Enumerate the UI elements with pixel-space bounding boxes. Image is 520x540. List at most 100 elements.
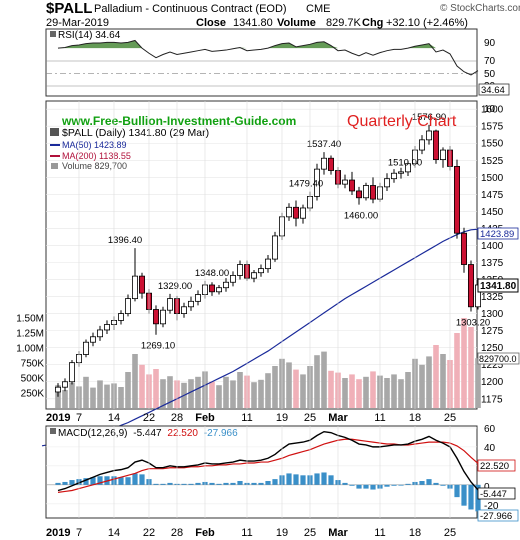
rsi-frame bbox=[45, 28, 478, 97]
volume-value: 829.7K bbox=[326, 17, 362, 29]
chart-header: $PALL Palladium - Continuous Contract (E… bbox=[46, 0, 520, 29]
symbol-title: $PALL bbox=[46, 0, 92, 17]
volume-bar bbox=[125, 372, 131, 408]
macd-histogram-bar bbox=[293, 474, 299, 485]
x-axis-label: 18 bbox=[409, 527, 421, 539]
macd-histogram-bar bbox=[188, 483, 194, 485]
volume-bar bbox=[251, 382, 257, 408]
x-axis-label: 14 bbox=[108, 412, 120, 424]
candle-body bbox=[369, 185, 376, 200]
macd-histogram-bar bbox=[83, 478, 89, 485]
macd-histogram-bar bbox=[132, 473, 138, 485]
volume-bar bbox=[314, 355, 320, 408]
macd-tick: -20 bbox=[484, 501, 499, 512]
price-annotation: 1537.40 bbox=[307, 139, 341, 150]
volume-bar bbox=[104, 384, 110, 408]
chart-title: Quarterly Chart bbox=[347, 113, 457, 130]
volume-bar bbox=[188, 379, 194, 408]
price-annotation: 1396.40 bbox=[108, 235, 142, 246]
volume-bar bbox=[90, 387, 96, 408]
ma200-legend-text: MA(200) 1138.55 bbox=[62, 151, 131, 161]
volume-bar bbox=[293, 369, 299, 408]
candle-body bbox=[460, 232, 467, 265]
macd-histogram-bar bbox=[258, 482, 264, 485]
x-axis-label: 7 bbox=[76, 527, 82, 539]
exchange-label: CME bbox=[306, 3, 330, 15]
price-tick: 1250 bbox=[481, 343, 504, 354]
x-axis-label: Feb bbox=[195, 527, 215, 539]
macd-histogram-bar bbox=[230, 482, 236, 485]
price-tick: 1475 bbox=[481, 190, 504, 201]
volume-bar bbox=[118, 387, 124, 408]
candle-body bbox=[208, 284, 215, 293]
volume-bar bbox=[398, 379, 404, 408]
macd-histogram-bar bbox=[461, 484, 467, 506]
candle-body bbox=[299, 207, 306, 219]
price-tick: 1275 bbox=[481, 326, 504, 337]
rsi-tick: 90 bbox=[484, 38, 496, 49]
price-tick: 1375 bbox=[481, 258, 504, 269]
price-tick: 1225 bbox=[481, 360, 504, 371]
volume-bar bbox=[230, 380, 236, 408]
candle-body bbox=[271, 235, 278, 260]
rsi-panel: RSI(14) 34.64 90 70 50 30 10 34.64 bbox=[45, 28, 510, 115]
x-axis-label: 18 bbox=[409, 412, 421, 424]
volume-bar bbox=[153, 369, 159, 408]
macd-histogram-bar bbox=[195, 482, 201, 485]
close-label: Close bbox=[196, 17, 226, 29]
watermark: © StockCharts.com bbox=[440, 3, 520, 14]
price-tick: 1575 bbox=[481, 122, 504, 133]
macd-histogram-bar bbox=[216, 483, 222, 485]
candle-body bbox=[152, 309, 159, 325]
macd-histogram-bar bbox=[90, 477, 96, 485]
macd-histogram-bar bbox=[419, 481, 425, 485]
x-axis-label: 2019 bbox=[46, 412, 70, 424]
candle-body bbox=[187, 300, 194, 308]
macd-histogram-bar bbox=[349, 484, 355, 486]
price-tick: 1200 bbox=[481, 377, 504, 388]
x-axis-label: 7 bbox=[76, 412, 82, 424]
volume-bar bbox=[237, 372, 243, 408]
volume-bar bbox=[461, 318, 467, 408]
candle-body bbox=[250, 272, 257, 279]
candle-body bbox=[453, 166, 460, 234]
volume-bar bbox=[209, 381, 215, 408]
macd-histogram-bar bbox=[370, 484, 376, 490]
chg-value: +32.10 (+2.46%) bbox=[386, 17, 468, 29]
volume-bar bbox=[349, 374, 355, 408]
ma50-value-tag: 1423.89 bbox=[477, 227, 519, 240]
macd-tick: 0 bbox=[484, 482, 490, 493]
macd-label-value: -5.447 bbox=[133, 428, 162, 439]
macd-histogram-bar bbox=[391, 484, 397, 486]
rsi-tick: 70 bbox=[484, 56, 496, 67]
candle-body bbox=[439, 149, 446, 161]
x-axis-label: 2019 bbox=[46, 527, 70, 539]
candle-body bbox=[327, 157, 334, 171]
candle-body bbox=[62, 381, 69, 388]
price-annotation: 1348.00 bbox=[195, 268, 229, 279]
volume-bar bbox=[286, 362, 292, 408]
x-axis-label: 22 bbox=[143, 527, 155, 539]
signal-tag-box bbox=[477, 459, 516, 472]
candle-body bbox=[362, 185, 369, 199]
candle-body bbox=[285, 206, 292, 218]
candle-body bbox=[90, 336, 97, 343]
volume-bar bbox=[132, 354, 138, 408]
volume-bar bbox=[440, 354, 446, 408]
volume-label: Volume bbox=[277, 17, 316, 29]
macd-histogram-bar bbox=[181, 483, 187, 485]
candle-body bbox=[55, 386, 62, 393]
candle-body bbox=[131, 275, 138, 300]
price-tick: 1450 bbox=[481, 207, 504, 218]
header-date: 29-Mar-2019 bbox=[46, 17, 109, 29]
hist-tag-box bbox=[477, 509, 519, 522]
candle-body bbox=[404, 163, 411, 173]
volume-bar bbox=[475, 358, 481, 408]
candle-body bbox=[257, 268, 264, 274]
x-axis-label: 19 bbox=[276, 527, 288, 539]
x-axis-label: 28 bbox=[171, 412, 183, 424]
x-axis-label: 25 bbox=[444, 527, 456, 539]
candle-body bbox=[313, 168, 320, 197]
volume-tag-text: 829700.0 bbox=[479, 354, 517, 364]
price-tag-text: 1341.80 bbox=[480, 281, 517, 292]
